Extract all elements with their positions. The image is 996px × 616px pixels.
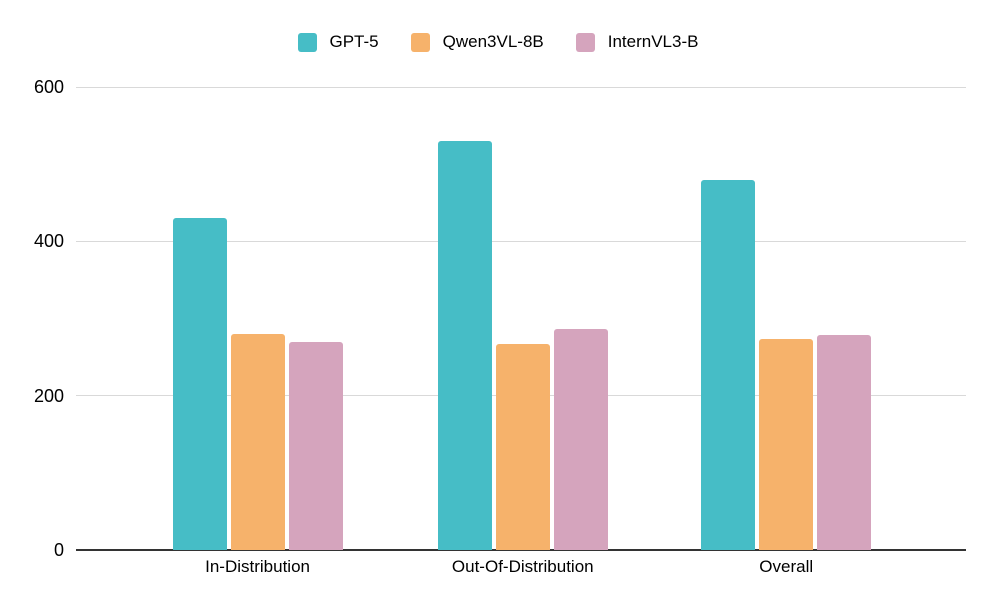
plot-area <box>76 86 966 551</box>
gridline-600 <box>76 86 966 88</box>
legend-swatch-qwen3vl-8b <box>410 32 430 52</box>
y-tick-label-200: 200 <box>33 385 64 406</box>
bar-group-in-distribution <box>172 87 343 550</box>
chart-legend: GPT-5 Qwen3VL-8B InternVL3-B <box>0 32 996 52</box>
legend-swatch-internvl3-b <box>575 32 595 52</box>
bar-group-out-of-distribution <box>437 87 608 550</box>
x-axis-line <box>76 549 966 551</box>
bar-qwen3vl-8b-out-of-distribution <box>495 343 550 550</box>
legend-swatch-gpt-5 <box>297 32 317 52</box>
legend-item-internvl3-b: InternVL3-B <box>575 32 699 52</box>
x-tick-label-in-distribution: In-Distribution <box>205 557 310 576</box>
bar-gpt-5-in-distribution <box>172 218 227 550</box>
legend-label-internvl3-b: InternVL3-B <box>607 32 699 51</box>
y-tick-label-400: 400 <box>33 231 64 252</box>
bar-internvl3-b-out-of-distribution <box>553 328 608 550</box>
x-tick-label-out-of-distribution: Out-Of-Distribution <box>451 557 594 576</box>
legend-item-gpt-5: GPT-5 <box>297 32 379 52</box>
bar-qwen3vl-8b-overall <box>759 338 814 550</box>
gridline-400 <box>76 240 966 242</box>
y-tick-label-600: 600 <box>33 77 64 97</box>
bar-internvl3-b-overall <box>817 334 872 550</box>
legend-label-gpt-5: GPT-5 <box>329 32 379 51</box>
legend-item-qwen3vl-8b: Qwen3VL-8B <box>410 32 544 52</box>
bar-internvl3-b-in-distribution <box>288 341 343 550</box>
y-tick-label-0: 0 <box>53 540 64 560</box>
bar-gpt-5-overall <box>701 179 756 550</box>
bar-qwen3vl-8b-in-distribution <box>230 333 285 550</box>
x-tick-label-overall: Overall <box>759 557 814 576</box>
bar-group-overall <box>701 87 872 550</box>
bar-gpt-5-out-of-distribution <box>437 141 492 550</box>
legend-label-qwen3vl-8b: Qwen3VL-8B <box>442 32 544 51</box>
